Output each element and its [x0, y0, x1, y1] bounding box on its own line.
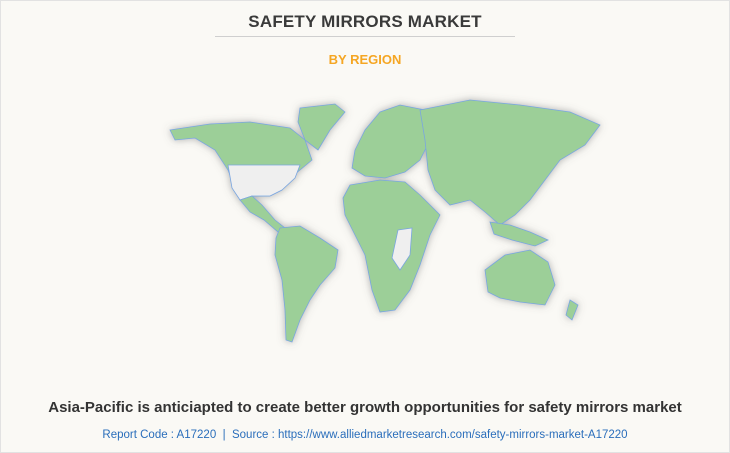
- region-greenland: [297, 103, 346, 151]
- world-map: [169, 99, 601, 343]
- region-new-zealand: [565, 299, 579, 321]
- title-divider: [215, 36, 515, 37]
- region-asia: [419, 99, 601, 226]
- region-southeast-asia: [489, 221, 549, 247]
- region-africa-unlisted: [391, 227, 413, 271]
- region-central-america: [239, 195, 286, 233]
- region-usa: [227, 164, 301, 201]
- region-africa: [342, 179, 441, 313]
- page-subtitle: BY REGION: [328, 52, 402, 67]
- page-title: SAFETY MIRRORS MARKET: [248, 12, 482, 31]
- source-line: Report Code : A17220 | Source : https://…: [102, 429, 628, 441]
- map-caption: Asia-Pacific is anticiapted to create be…: [48, 399, 682, 416]
- region-europe: [351, 104, 431, 179]
- region-south-america: [274, 225, 339, 343]
- region-australia: [484, 249, 556, 306]
